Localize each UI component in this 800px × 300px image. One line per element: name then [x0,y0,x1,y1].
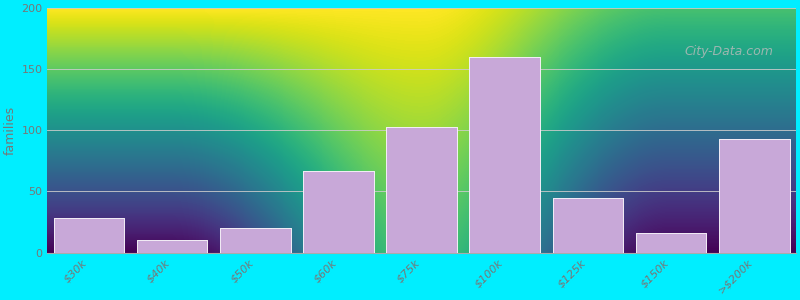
Bar [719,139,790,253]
Bar [470,57,540,253]
Bar [386,127,457,253]
Bar [470,57,540,253]
Bar [137,240,207,253]
Bar [636,233,706,253]
Bar [719,139,790,253]
Bar [303,171,374,253]
Bar [220,228,290,253]
Bar [553,197,623,253]
Bar [386,127,457,253]
Bar [220,228,290,253]
Bar [303,171,374,253]
Bar [636,233,706,253]
Bar [54,218,124,253]
Bar [553,197,623,253]
Bar [54,218,124,253]
Text: City-Data.com: City-Data.com [685,45,774,58]
Bar [137,240,207,253]
Y-axis label: families: families [4,106,17,155]
